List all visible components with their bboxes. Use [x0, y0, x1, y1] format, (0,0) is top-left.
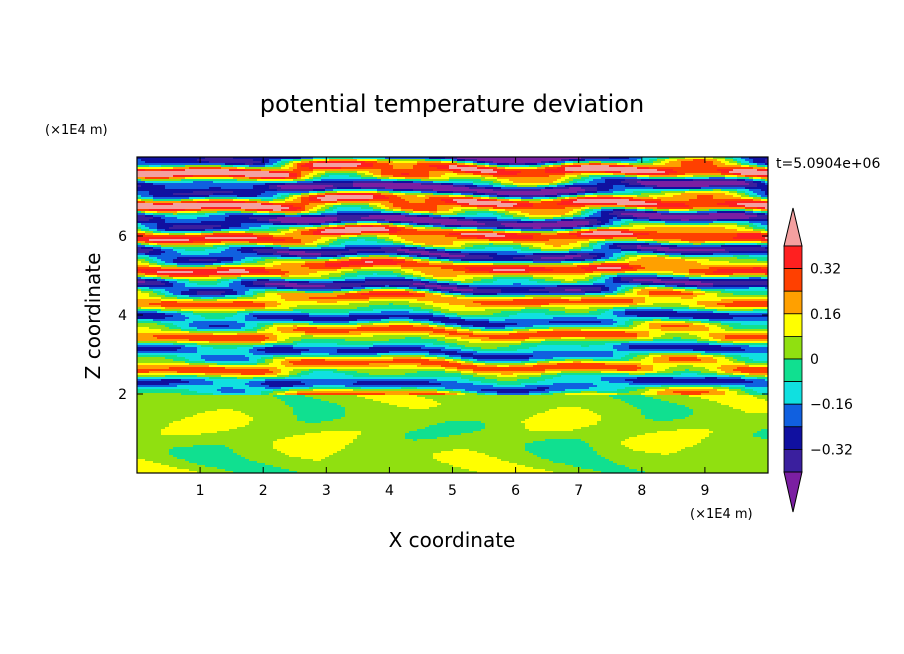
colorbar-swatch — [783, 426, 803, 450]
colorbar-swatch — [783, 335, 803, 360]
y-tick-label: 4 — [118, 308, 127, 324]
x-tick-label: 8 — [637, 483, 646, 499]
x-axis: 1 2 3 4 5 6 7 8 9 — [196, 157, 709, 499]
colorbar-label: 0 — [810, 352, 819, 368]
y-tick-label: 6 — [118, 229, 127, 245]
x-tick-label: 9 — [700, 483, 709, 499]
colorbar-label: 0.16 — [810, 307, 841, 323]
chart-title: potential temperature deviation — [260, 90, 644, 118]
y-tick-label: 2 — [118, 387, 127, 403]
x-tick-label: 7 — [574, 483, 583, 499]
time-label: t=5.0904e+06 — [776, 156, 880, 172]
x-unit-label: (×1E4 m) — [690, 507, 753, 522]
colorbar-label: −0.32 — [810, 442, 853, 458]
colorbar-swatch — [783, 381, 803, 405]
colorbar-label: 0.32 — [810, 262, 841, 278]
colorbar-swatch — [783, 358, 803, 383]
colorbar-extend-bottom — [783, 471, 803, 513]
colorbar-swatch — [783, 290, 803, 315]
x-tick-label: 2 — [259, 483, 268, 499]
colorbar-swatch — [783, 245, 803, 270]
x-tick-label: 3 — [322, 483, 331, 499]
colorbar-label: −0.16 — [810, 397, 853, 413]
colorbar-swatch — [783, 448, 803, 473]
colorbar-extend-top — [783, 207, 803, 247]
contour-field — [137, 157, 768, 473]
x-tick-label: 1 — [196, 483, 205, 499]
y-unit-label: (×1E4 m) — [45, 123, 108, 138]
x-tick-label: 4 — [385, 483, 394, 499]
colorbar: 0.32 0.16 0 −0.16 −0.32 — [783, 207, 853, 513]
x-axis-label: X coordinate — [389, 528, 516, 552]
y-axis: 2 4 6 — [118, 229, 768, 403]
colorbar-swatch — [783, 403, 803, 428]
colorbar-swatch — [783, 268, 803, 292]
x-tick-label: 6 — [511, 483, 520, 499]
y-axis-label: Z coordinate — [81, 253, 105, 380]
colorbar-swatch — [783, 313, 803, 337]
x-tick-label: 5 — [448, 483, 457, 499]
